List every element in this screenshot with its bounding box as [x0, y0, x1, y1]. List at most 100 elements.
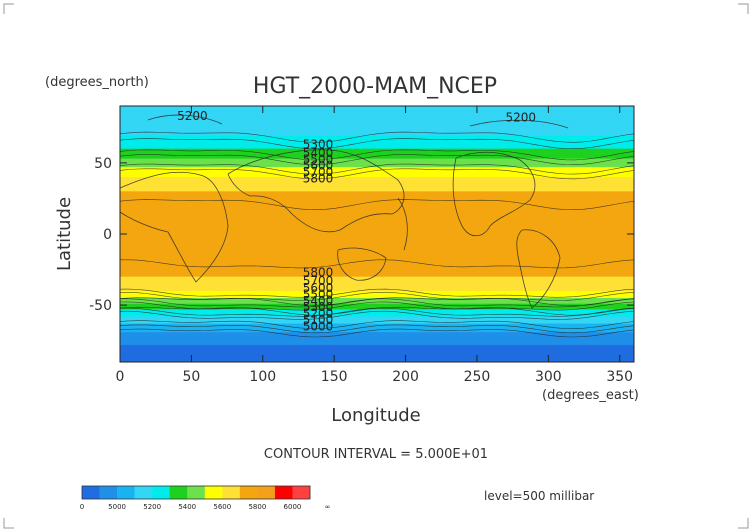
height-band [120, 204, 634, 206]
colorbar-swatch [257, 486, 276, 499]
height-band [120, 195, 634, 198]
x-tick-label: 250 [464, 369, 491, 385]
contour-line [119, 306, 635, 316]
contour-interval-text: CONTOUR INTERVAL = 5.000E+01 [264, 447, 488, 462]
height-band [120, 225, 634, 228]
height-band [120, 172, 634, 175]
x-axis-title: Longitude [331, 405, 421, 426]
height-band [120, 333, 634, 336]
height-band [120, 296, 634, 299]
height-band [120, 197, 634, 199]
height-band [120, 157, 634, 160]
y-tick-label: 0 [103, 227, 112, 243]
contour-label: 5600 [303, 281, 334, 295]
colorbar-swatch [169, 486, 188, 499]
contour-label: 5200 [303, 307, 334, 321]
colorbar-swatch [222, 486, 241, 499]
height-band [120, 258, 634, 260]
colorbar-swatch [274, 486, 293, 499]
height-band [120, 120, 634, 123]
height-band [120, 307, 634, 310]
height-band [120, 243, 634, 246]
colorbar-swatch [292, 486, 311, 499]
height-band [120, 111, 634, 114]
height-band [120, 326, 634, 329]
height-band [120, 334, 634, 337]
height-band [120, 322, 634, 324]
colorbar-tick-label: 5600 [213, 503, 231, 511]
colorbar-swatch [152, 486, 170, 499]
height-band [120, 310, 634, 313]
colorbar-tick-label: ∞ [325, 503, 331, 511]
height-band [120, 292, 634, 295]
contour-line [119, 131, 635, 143]
y-axis: 50 0 -50 [89, 156, 634, 314]
height-band [120, 185, 634, 188]
height-band [120, 125, 634, 128]
height-band [120, 161, 634, 164]
height-band [120, 114, 634, 117]
contour-line [120, 259, 635, 269]
height-band [120, 162, 634, 165]
height-band [120, 124, 634, 127]
height-band [120, 263, 634, 266]
height-band [120, 275, 634, 278]
contour-line [119, 288, 635, 298]
height-band [120, 359, 634, 361]
contour-labels: 5200 520053005400550056005700580058005700… [177, 109, 536, 333]
height-band [120, 107, 634, 110]
height-band [120, 150, 634, 152]
height-band [120, 251, 634, 253]
height-band [120, 234, 634, 236]
x-tick-label: 0 [116, 369, 125, 385]
height-band [120, 327, 634, 330]
height-band [120, 148, 634, 151]
contour-label: 5700 [303, 165, 334, 179]
contour-line [119, 138, 635, 150]
height-band [120, 199, 634, 202]
height-band [120, 299, 634, 302]
contour-label: 5400 [303, 294, 334, 308]
height-band [120, 245, 634, 248]
height-band [120, 209, 634, 212]
contour-line [119, 149, 635, 161]
height-band [120, 255, 634, 258]
height-band [120, 141, 634, 144]
height-band [120, 216, 634, 219]
height-band [120, 130, 634, 132]
colorbar-tick-label: 6000 [284, 503, 302, 511]
height-band [120, 253, 634, 256]
height-band [120, 167, 634, 169]
height-band [120, 290, 634, 293]
height-band [120, 276, 634, 279]
height-band [120, 286, 634, 289]
height-band [120, 238, 634, 241]
page-corner-marks [3, 3, 749, 529]
height-band [120, 261, 634, 263]
height-band [120, 181, 634, 184]
contour-label: 5800 [303, 172, 334, 186]
contour-label: 5100 [303, 313, 334, 327]
height-band [120, 256, 634, 259]
height-band [120, 347, 634, 350]
height-band [120, 206, 634, 209]
height-band [120, 316, 634, 319]
chart-title: HGT_2000-MAM_NCEP [253, 74, 497, 99]
colorbar-tick-label: 0 [80, 503, 84, 511]
height-bands [120, 106, 634, 363]
height-band [120, 171, 634, 174]
contour-lines [119, 131, 635, 338]
height-band [120, 262, 634, 265]
height-band [120, 280, 634, 283]
height-band [120, 168, 634, 171]
height-band [120, 131, 634, 134]
height-band [120, 178, 634, 181]
height-band [120, 343, 634, 346]
height-band [120, 315, 634, 317]
colorbar-swatch [117, 486, 135, 499]
height-band [120, 242, 634, 245]
y-units-label: (degrees_north) [45, 75, 149, 90]
height-band [120, 215, 634, 218]
contour-label: 5400 [303, 146, 334, 160]
height-band [120, 249, 634, 252]
